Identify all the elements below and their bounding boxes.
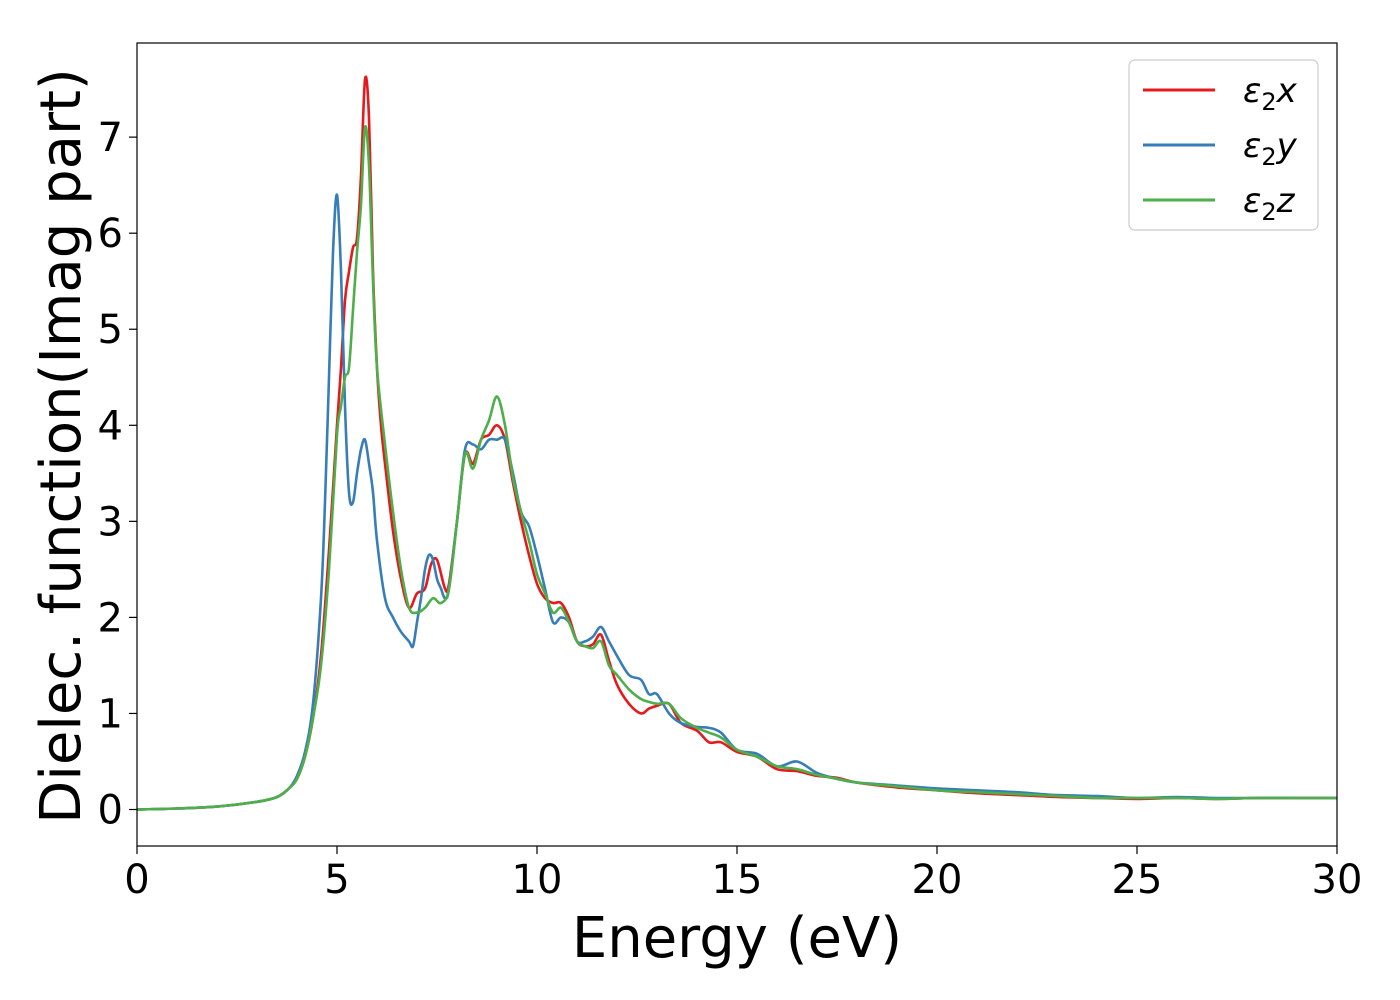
legend-box bbox=[1128, 59, 1319, 231]
x-axis: 0 5 10 15 20 25 30 bbox=[124, 846, 1362, 903]
x-tick-label: 30 bbox=[1312, 857, 1363, 903]
series-layer bbox=[136, 75, 1337, 811]
legend-label-y: ε2y bbox=[1243, 126, 1298, 171]
y-tick-label: 5 bbox=[98, 307, 123, 353]
legend-label-x: ε2x bbox=[1243, 71, 1298, 116]
series-line-y bbox=[136, 193, 1337, 811]
y-tick-label: 1 bbox=[98, 691, 123, 737]
y-tick-label: 0 bbox=[98, 788, 123, 834]
x-tick-label: 20 bbox=[912, 857, 963, 903]
legend-label-z: ε2z bbox=[1243, 181, 1296, 226]
series-line-z bbox=[136, 124, 1337, 811]
x-tick-label: 25 bbox=[1112, 857, 1163, 903]
x-tick-label: 5 bbox=[324, 857, 349, 903]
y-tick-label: 3 bbox=[98, 499, 123, 545]
x-tick-label: 10 bbox=[512, 857, 563, 903]
y-tick-label: 6 bbox=[98, 211, 123, 257]
y-axis: 0 1 2 3 4 5 6 7 bbox=[98, 115, 137, 834]
y-tick-label: 4 bbox=[98, 403, 123, 449]
y-axis-title: Dielec. function(Imag part) bbox=[29, 68, 94, 824]
x-axis-title: Energy (eV) bbox=[572, 906, 902, 971]
y-tick-label: 7 bbox=[98, 115, 123, 161]
y-tick-label: 2 bbox=[98, 595, 123, 641]
x-tick-label: 15 bbox=[712, 857, 763, 903]
x-tick-label: 0 bbox=[124, 857, 149, 903]
legend: ε2x ε2y ε2z bbox=[1128, 59, 1319, 231]
plot-frame bbox=[136, 42, 1338, 847]
